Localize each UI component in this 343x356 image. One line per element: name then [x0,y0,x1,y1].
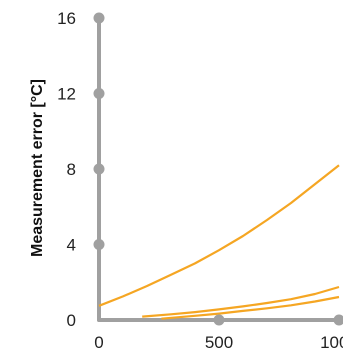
series-line-1 [98,164,340,307]
y-tick-marker-16 [93,12,105,24]
y-tick-label-8: 8 [67,160,76,179]
x-tick-marker-1000 [333,314,343,326]
y-tick-marker-4 [93,239,105,250]
x-tick-label-1000: 1000 [320,333,343,352]
y-tick-marker-8 [93,163,105,175]
x-tick-label-0: 0 [94,333,103,352]
x-tick-label-500: 500 [205,333,233,352]
y-tick-label-0: 0 [67,311,76,330]
series-line-3 [161,295,340,320]
series-layer [98,164,340,320]
series-line-2 [142,285,340,318]
y-tick-label-16: 16 [57,9,76,28]
y-tick-marker-12 [93,88,105,99]
x-tick-marker-500 [213,314,225,326]
tick-layer: 0 4 8 12 16 0 500 1000 [57,9,343,352]
y-tick-label-4: 4 [67,236,76,255]
y-axis-title: Measurement error [°C] [29,79,46,257]
y-tick-label-12: 12 [57,85,76,104]
